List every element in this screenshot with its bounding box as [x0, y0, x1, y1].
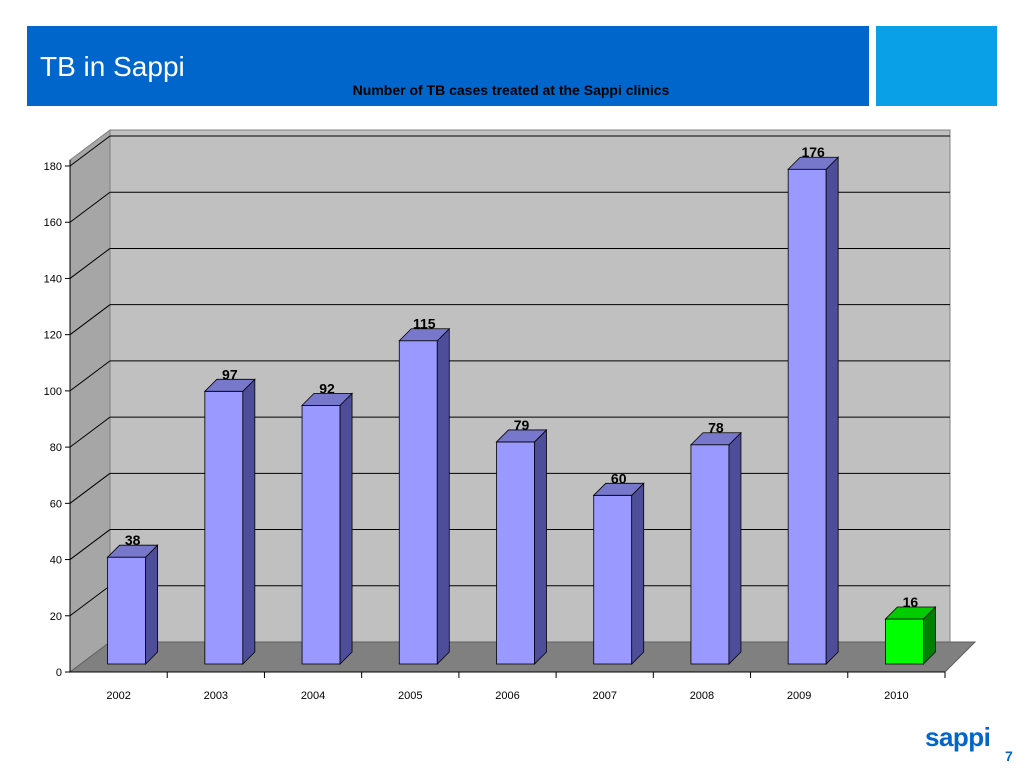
gridline-side	[69, 585, 111, 617]
bar	[787, 168, 827, 665]
y-tick-label: 140	[44, 273, 62, 285]
gridline-side	[69, 472, 111, 504]
bar-side	[728, 431, 742, 665]
y-tick-label: 80	[50, 442, 62, 454]
gridline-side	[69, 191, 111, 223]
data-label: 60	[611, 470, 627, 486]
gridline-side	[69, 304, 111, 336]
data-label: 176	[801, 144, 825, 160]
bar-top	[689, 432, 742, 446]
bar-top	[106, 544, 159, 558]
y-tick-label: 60	[50, 498, 62, 510]
y-tick-label: 180	[44, 161, 62, 173]
bar	[398, 340, 438, 665]
bar	[204, 390, 244, 665]
bar-top	[495, 429, 548, 443]
bar	[884, 618, 924, 665]
bar-side	[825, 156, 839, 665]
x-tick-label: 2006	[495, 690, 519, 702]
x-tick-label: 2010	[884, 690, 908, 702]
bar-side	[534, 428, 547, 665]
bar	[107, 556, 147, 665]
y-tick-label: 40	[50, 555, 62, 567]
header-accent-block	[876, 26, 997, 106]
data-label: 115	[413, 316, 436, 332]
x-tick-label: 2005	[398, 690, 422, 702]
data-label: 92	[319, 380, 335, 396]
gridline-side	[69, 360, 111, 392]
sappi-logo: sappi	[925, 722, 991, 752]
bar	[593, 494, 633, 665]
chart-title: Number of TB cases treated at the Sappi …	[353, 82, 670, 98]
gridline-side	[69, 529, 111, 560]
gridline-side	[69, 416, 111, 448]
y-tick-label: 0	[56, 667, 62, 679]
data-label: 79	[514, 417, 530, 433]
bar-side	[339, 392, 353, 665]
header-bar	[27, 26, 869, 106]
x-tick-label: 2009	[787, 690, 811, 702]
x-tick-label: 2007	[592, 690, 616, 702]
bar-top	[592, 482, 645, 496]
bar	[690, 444, 730, 665]
gridline-side	[69, 135, 111, 167]
x-tick-label: 2008	[690, 690, 714, 702]
bar-side	[242, 378, 256, 665]
bar-side	[145, 544, 159, 665]
y-tick-label: 20	[50, 611, 62, 623]
bar-top	[884, 606, 937, 620]
data-label: 16	[903, 594, 919, 610]
x-tick-label: 2003	[204, 690, 228, 702]
bar-top	[203, 378, 256, 392]
gridline-side	[69, 248, 111, 279]
y-tick-label: 100	[44, 386, 62, 398]
bar-top	[301, 392, 354, 406]
bar-top	[398, 328, 451, 342]
data-label: 78	[708, 420, 724, 436]
bar	[496, 441, 535, 665]
x-tick-label: 2004	[301, 690, 325, 702]
bar-top	[787, 156, 840, 170]
bar-side	[436, 327, 450, 665]
bar-side	[631, 482, 645, 665]
bar	[301, 404, 341, 665]
slide-title: TB in Sappi	[40, 51, 185, 82]
page-number: 7	[1005, 748, 1013, 764]
y-tick-label: 160	[44, 217, 62, 229]
x-tick-label: 2002	[106, 690, 130, 702]
data-label: 38	[125, 532, 141, 548]
data-label: 97	[222, 366, 238, 382]
y-tick-label: 120	[44, 330, 62, 342]
